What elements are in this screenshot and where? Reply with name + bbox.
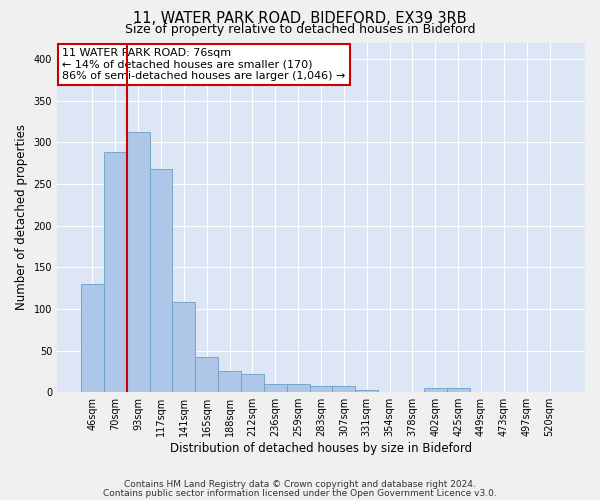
Bar <box>218 372 241 392</box>
Text: 11, WATER PARK ROAD, BIDEFORD, EX39 3RB: 11, WATER PARK ROAD, BIDEFORD, EX39 3RB <box>133 11 467 26</box>
Text: Contains public sector information licensed under the Open Government Licence v3: Contains public sector information licen… <box>103 488 497 498</box>
Bar <box>287 384 310 392</box>
Text: Size of property relative to detached houses in Bideford: Size of property relative to detached ho… <box>125 22 475 36</box>
X-axis label: Distribution of detached houses by size in Bideford: Distribution of detached houses by size … <box>170 442 472 455</box>
Text: 11 WATER PARK ROAD: 76sqm
← 14% of detached houses are smaller (170)
86% of semi: 11 WATER PARK ROAD: 76sqm ← 14% of detac… <box>62 48 346 81</box>
Bar <box>81 284 104 392</box>
Y-axis label: Number of detached properties: Number of detached properties <box>15 124 28 310</box>
Bar <box>241 374 264 392</box>
Bar <box>447 388 470 392</box>
Bar <box>355 390 378 392</box>
Bar <box>424 388 447 392</box>
Text: Contains HM Land Registry data © Crown copyright and database right 2024.: Contains HM Land Registry data © Crown c… <box>124 480 476 489</box>
Bar <box>264 384 287 392</box>
Bar <box>127 132 149 392</box>
Bar <box>172 302 196 392</box>
Bar <box>104 152 127 392</box>
Bar <box>149 169 172 392</box>
Bar <box>196 357 218 392</box>
Bar <box>332 386 355 392</box>
Bar <box>310 386 332 392</box>
